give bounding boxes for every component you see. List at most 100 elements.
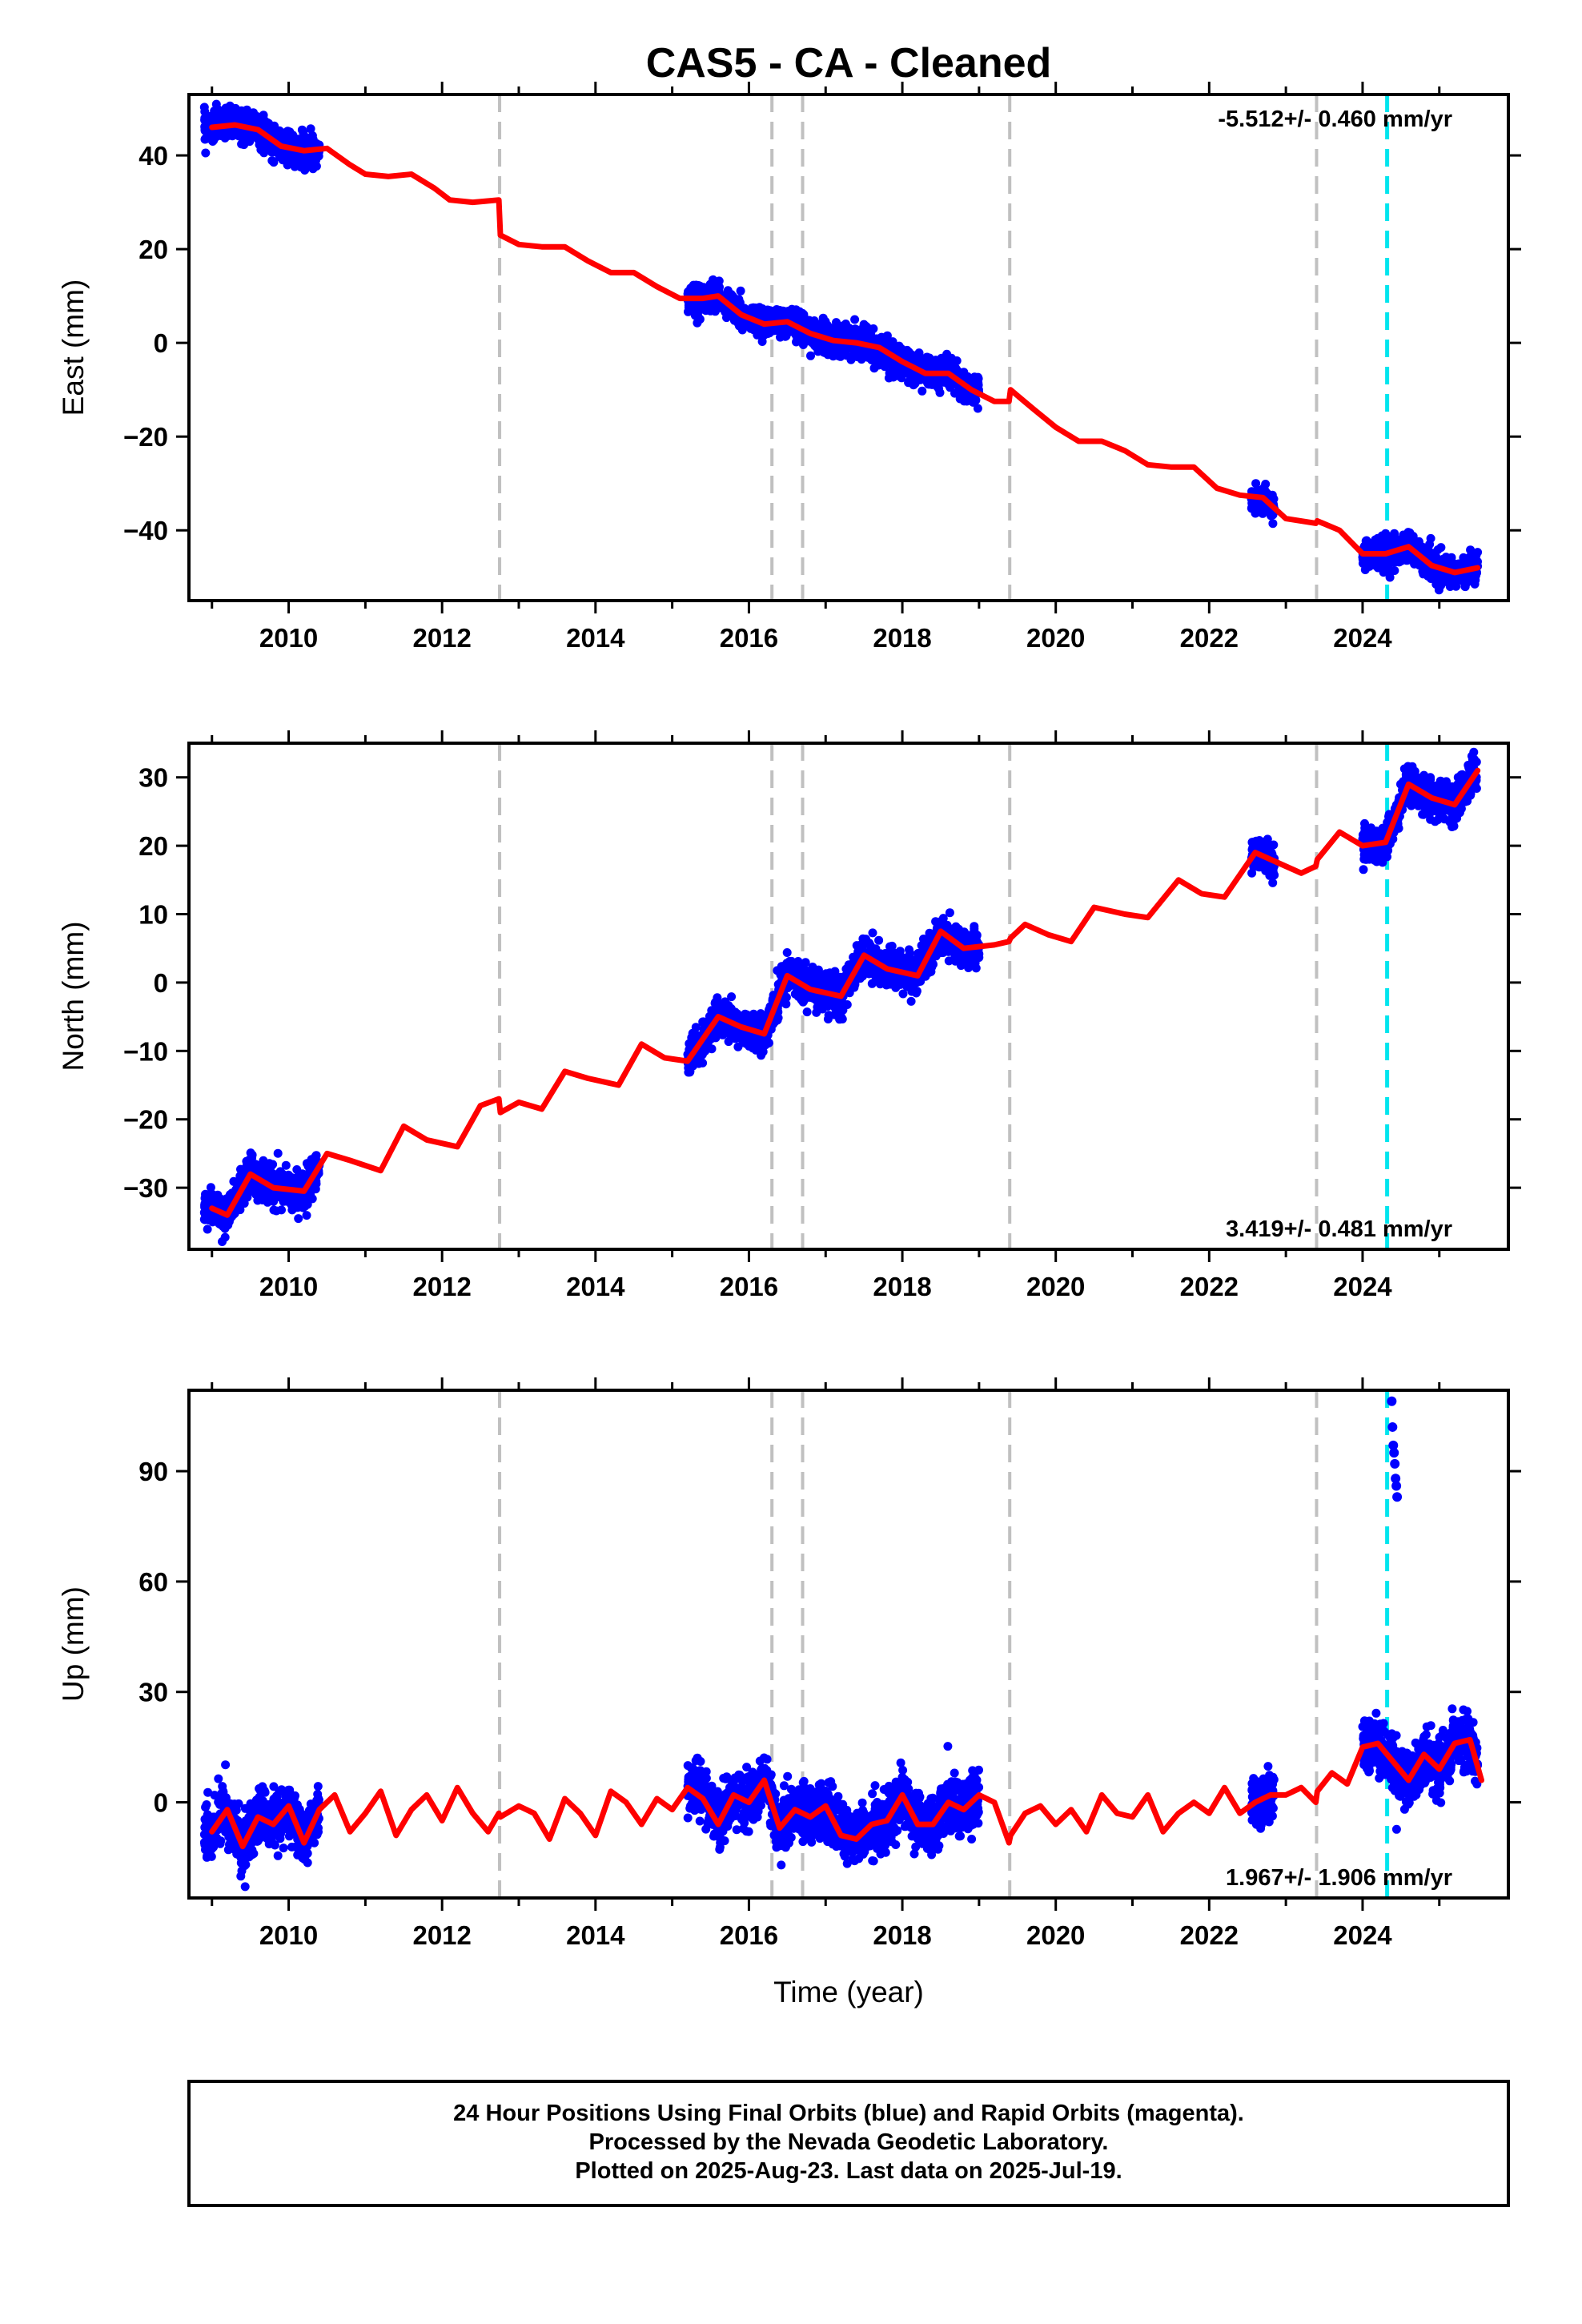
data-point [300, 166, 310, 175]
data-point [211, 132, 221, 142]
data-point [1450, 561, 1460, 570]
data-point [727, 992, 737, 1002]
data-point [893, 371, 902, 380]
data-point [254, 132, 263, 142]
data-point [259, 111, 268, 120]
data-point [293, 1202, 303, 1212]
data-point [1404, 529, 1414, 539]
data-point [300, 157, 310, 167]
data-point [829, 347, 838, 356]
data-point [806, 351, 815, 360]
data-point [202, 127, 211, 136]
data-point [287, 1173, 297, 1183]
data-point [267, 156, 277, 166]
x-tick-label-4: 2018 [873, 623, 931, 653]
data-point [1426, 533, 1435, 543]
data-point [206, 1183, 215, 1192]
x-tick-label-1: 2012 [412, 623, 471, 653]
data-point [782, 948, 792, 957]
data-point [1268, 519, 1278, 529]
data-point [818, 313, 828, 323]
data-point [201, 148, 211, 158]
data-point [878, 333, 888, 343]
data-point [290, 162, 299, 171]
data-point [874, 935, 884, 945]
x-tick-label-6: 2022 [1180, 623, 1239, 653]
data-point [308, 164, 318, 174]
data-point [287, 135, 297, 143]
data-point [793, 309, 801, 319]
data-point [1473, 557, 1482, 566]
data-point [283, 160, 292, 170]
y-tick-label-0: 40 [139, 141, 168, 171]
data-point [210, 1197, 219, 1207]
data-point [939, 358, 949, 368]
data-point [199, 103, 209, 112]
data-point [762, 1039, 772, 1048]
x-tick-label-7: 2024 [1333, 623, 1392, 653]
y-tick-label-2: 0 [154, 328, 168, 358]
data-point [203, 1224, 212, 1234]
x-tick-label-3: 2016 [720, 623, 778, 653]
data-point [884, 373, 893, 383]
data-point [863, 352, 873, 362]
data-point [294, 1214, 303, 1224]
data-point [299, 128, 308, 138]
x-tick-label-0: 2010 [259, 623, 318, 653]
data-point [202, 134, 211, 143]
data-point [801, 958, 810, 967]
x-tick-label-5: 2020 [1026, 623, 1085, 653]
data-point [286, 1192, 295, 1201]
data-point [736, 286, 745, 296]
data-point [258, 117, 267, 127]
data-point [850, 315, 860, 324]
y-tick-label-3: −20 [123, 422, 168, 452]
data-point [274, 1172, 283, 1182]
data-point [199, 1208, 209, 1217]
data-point [874, 360, 883, 370]
data-point [917, 386, 927, 396]
y-tick-label-4: −40 [123, 516, 168, 545]
x-tick-label-2: 2014 [566, 623, 625, 653]
data-point [211, 99, 221, 109]
data-point [1469, 573, 1479, 583]
data-point [238, 113, 247, 123]
data-point [273, 1148, 283, 1158]
data-point [295, 1192, 305, 1202]
data-point [281, 1160, 291, 1170]
data-point [693, 312, 703, 321]
data-point [220, 1224, 230, 1233]
y-axis-label: East (mm) [57, 279, 90, 416]
data-point [868, 928, 877, 938]
data-point [685, 305, 695, 315]
data-point [307, 1194, 317, 1204]
data-point [221, 103, 231, 113]
data-point [218, 1237, 227, 1246]
data-point [308, 135, 318, 144]
rate-label: -5.512+/- 0.460 mm/yr [1218, 107, 1452, 132]
data-point [306, 124, 315, 134]
data-point [898, 989, 908, 999]
data-point [279, 147, 288, 157]
data-point [267, 147, 276, 157]
data-point [793, 332, 802, 341]
data-point [862, 327, 872, 336]
data-point [713, 285, 722, 295]
data-point [266, 1162, 275, 1172]
data-point [272, 127, 282, 137]
data-point [765, 306, 775, 316]
data-point [1365, 561, 1374, 571]
data-point [242, 105, 251, 115]
data-point [711, 303, 721, 312]
data-point [1258, 509, 1267, 518]
data-point [712, 996, 721, 1006]
data-point [852, 352, 861, 361]
data-point [229, 127, 239, 136]
data-point [752, 308, 761, 318]
data-point [909, 376, 919, 385]
chart-title: CAS5 - CA - Cleaned [646, 40, 1052, 86]
data-point [237, 139, 247, 149]
